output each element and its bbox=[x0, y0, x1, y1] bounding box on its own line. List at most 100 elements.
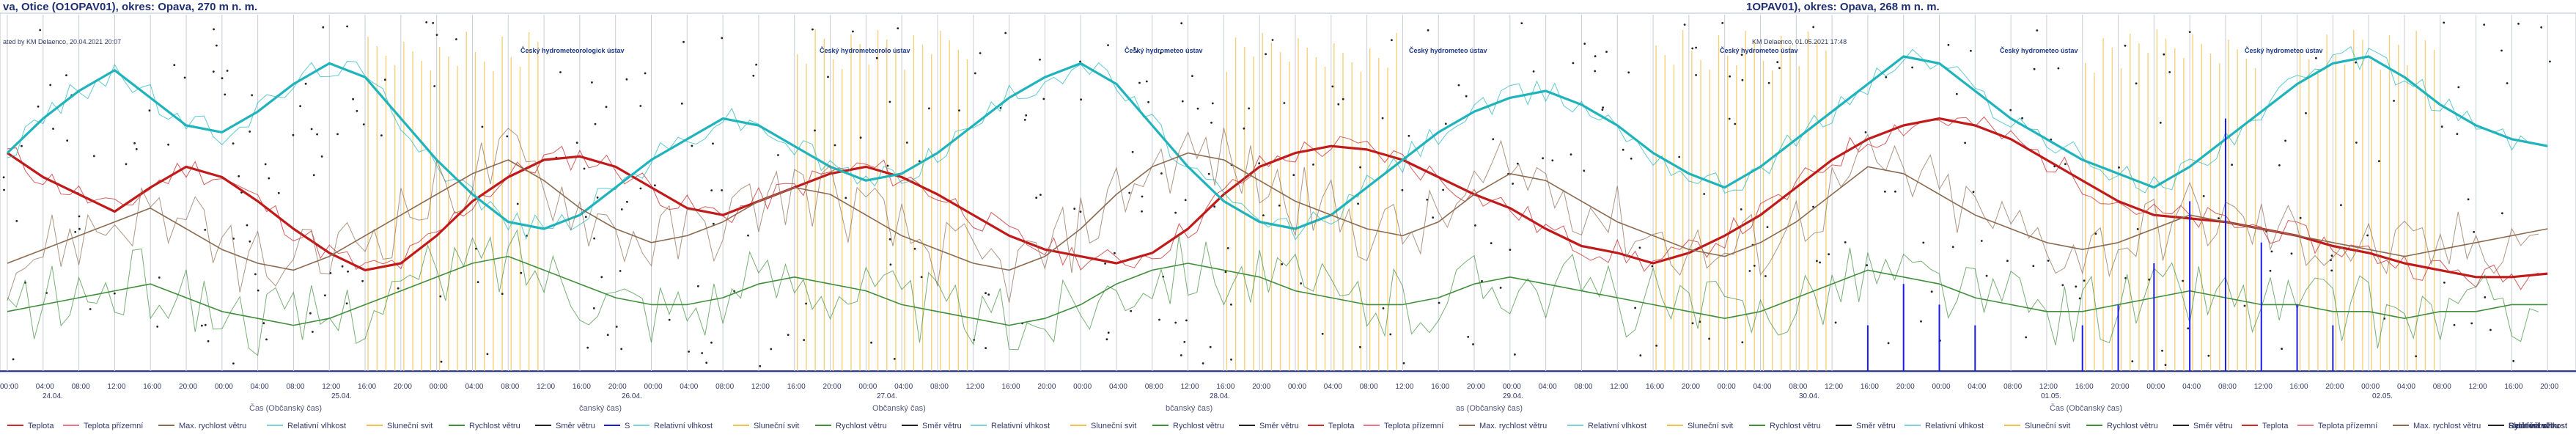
legend-label: Sluneční svit bbox=[754, 422, 799, 430]
wind-direction-point bbox=[805, 302, 807, 305]
station-marker-label: Český hydrometeo ústav bbox=[1720, 46, 1798, 54]
x-tick-label: 08:00 bbox=[1360, 383, 1378, 391]
wind-direction-point bbox=[1691, 47, 1694, 50]
wind-direction-point bbox=[592, 307, 595, 309]
wind-direction-point bbox=[1035, 197, 1038, 199]
wind-direction-point bbox=[1391, 39, 1393, 42]
x-tick-label: 04:00 bbox=[1539, 383, 1557, 391]
wind-direction-point bbox=[1695, 74, 1698, 76]
wind-direction-point bbox=[2025, 336, 2028, 339]
wind-direction-point bbox=[1174, 321, 1177, 324]
wind-direction-point bbox=[1312, 164, 1314, 166]
wind-direction-point bbox=[918, 160, 921, 163]
wind-direction-point bbox=[1357, 202, 1359, 205]
x-axis-title: as (Občanský čas) bbox=[1456, 404, 1523, 413]
legend-label: Směr větru bbox=[2509, 422, 2548, 430]
wind-direction-point bbox=[2270, 250, 2273, 253]
wind-direction-point bbox=[897, 27, 899, 29]
wind-direction-point bbox=[803, 339, 806, 341]
x-tick-label: 20:00 bbox=[2540, 383, 2558, 391]
wind-direction-point bbox=[710, 341, 713, 344]
wind-direction-point bbox=[639, 105, 642, 107]
wind-direction-point bbox=[1695, 46, 1698, 49]
x-axis-tick-labels: 00:00 04:00 08:00 12:00 16:00 20:00 00:00 04:00… bbox=[0, 383, 2559, 391]
x-tick-label: 16:00 bbox=[143, 383, 161, 391]
wind-direction-point bbox=[626, 200, 628, 203]
wind-direction-point bbox=[78, 215, 81, 218]
wind-direction-point bbox=[1180, 22, 1183, 25]
wind-direction-point bbox=[1740, 208, 1743, 210]
legend-label: Rychlost větru bbox=[2509, 422, 2560, 430]
wind-direction-point bbox=[1583, 169, 1586, 172]
panel-source-1: ated by KM Delaenco, 20.04.2021 20:07 bbox=[3, 38, 121, 45]
wind-direction-point bbox=[639, 187, 642, 190]
wind-direction-point bbox=[1465, 95, 1468, 98]
station-marker-label: Český hydrometeo ústav bbox=[1409, 46, 1487, 54]
legend-label: Max. rychlost větru bbox=[2413, 422, 2481, 430]
legend-label: Sluneční svit bbox=[2025, 422, 2070, 430]
x-axis-titles: Čas (Občanský čas) čanský čas) Občanský … bbox=[249, 403, 2122, 413]
wind-direction-point bbox=[2009, 109, 2012, 111]
wind-direction-point bbox=[2159, 122, 2162, 124]
wind-direction-point bbox=[1951, 246, 1954, 249]
wind-direction-points bbox=[2, 21, 2551, 367]
wind-direction-point bbox=[133, 142, 136, 144]
wind-direction-point bbox=[2131, 360, 2134, 363]
wind-direction-point bbox=[2182, 279, 2185, 282]
wind-direction-point bbox=[1885, 76, 1888, 78]
wind-direction-point bbox=[2483, 23, 2486, 26]
wind-direction-point bbox=[619, 270, 622, 272]
wind-direction-point bbox=[859, 136, 862, 139]
wind-direction-point bbox=[1741, 78, 1744, 81]
x-axis-title: čanský čas) bbox=[579, 404, 622, 413]
legend-label: Rychlost větru bbox=[836, 422, 887, 430]
wind-direction-point bbox=[265, 338, 268, 341]
x-tick-label: 12:00 bbox=[1181, 383, 1199, 391]
wind-direction-point bbox=[1039, 58, 1041, 61]
wind-direction-point bbox=[594, 122, 597, 125]
x-tick-label: 08:00 bbox=[930, 383, 949, 391]
wind-direction-point bbox=[1980, 240, 1983, 242]
wind-direction-point bbox=[1490, 242, 1493, 244]
wind-direction-point bbox=[1107, 44, 1109, 46]
wind-direction-point bbox=[425, 21, 428, 23]
wind-direction-point bbox=[213, 28, 215, 31]
wind-direction-point bbox=[1211, 102, 1214, 105]
wind-direction-point bbox=[356, 110, 358, 112]
wind-direction-point bbox=[928, 107, 930, 110]
wind-direction-point bbox=[913, 247, 916, 250]
x-tick-label: 12:00 bbox=[322, 383, 340, 391]
wind-direction-point bbox=[78, 227, 81, 230]
wind-direction-point bbox=[852, 30, 854, 33]
wind-direction-point bbox=[1512, 183, 1515, 185]
wind-direction-point bbox=[1734, 122, 1737, 125]
wind-direction-point bbox=[1079, 60, 1081, 63]
wind-direction-point bbox=[559, 71, 562, 73]
wind-direction-point bbox=[216, 44, 218, 47]
x-tick-label: 04:00 bbox=[1968, 383, 1986, 391]
wind-direction-point bbox=[888, 100, 891, 103]
x-tick-label: 16:00 bbox=[2504, 383, 2522, 391]
wind-direction-point bbox=[201, 324, 203, 327]
wind-direction-point bbox=[135, 148, 138, 150]
x-tick-label: 16:00 bbox=[1216, 383, 1234, 391]
x-tick-label: 08:00 bbox=[501, 383, 519, 391]
wind-direction-point bbox=[1389, 333, 1392, 336]
wind-direction-point bbox=[584, 216, 587, 219]
wind-direction-point bbox=[1911, 66, 1914, 69]
x-tick-label: 20:00 bbox=[1896, 383, 1915, 391]
wind-direction-point bbox=[2443, 282, 2446, 284]
wind-direction-point bbox=[2456, 133, 2459, 136]
wind-direction-point bbox=[812, 28, 814, 31]
station-marker-label: Český hydrometeo ústav bbox=[2000, 46, 2078, 54]
wind-direction-point bbox=[1572, 62, 1575, 65]
legend-label: Sluneční svit bbox=[1688, 422, 1733, 430]
date-label: 30.04. bbox=[1799, 392, 1819, 400]
wind-direction-point bbox=[2315, 56, 2317, 59]
x-tick-label: 16:00 bbox=[2075, 383, 2094, 391]
wind-direction-point bbox=[1778, 67, 1781, 70]
x-tick-label: 04:00 bbox=[1109, 383, 1127, 391]
wind-direction-point bbox=[1381, 117, 1384, 120]
x-tick-label: 04:00 bbox=[1324, 383, 1342, 391]
wind-direction-point bbox=[1271, 39, 1274, 41]
